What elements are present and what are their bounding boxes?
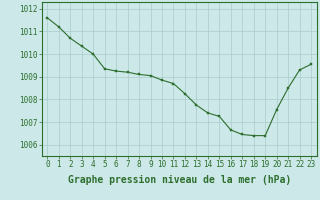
X-axis label: Graphe pression niveau de la mer (hPa): Graphe pression niveau de la mer (hPa) [68,175,291,185]
